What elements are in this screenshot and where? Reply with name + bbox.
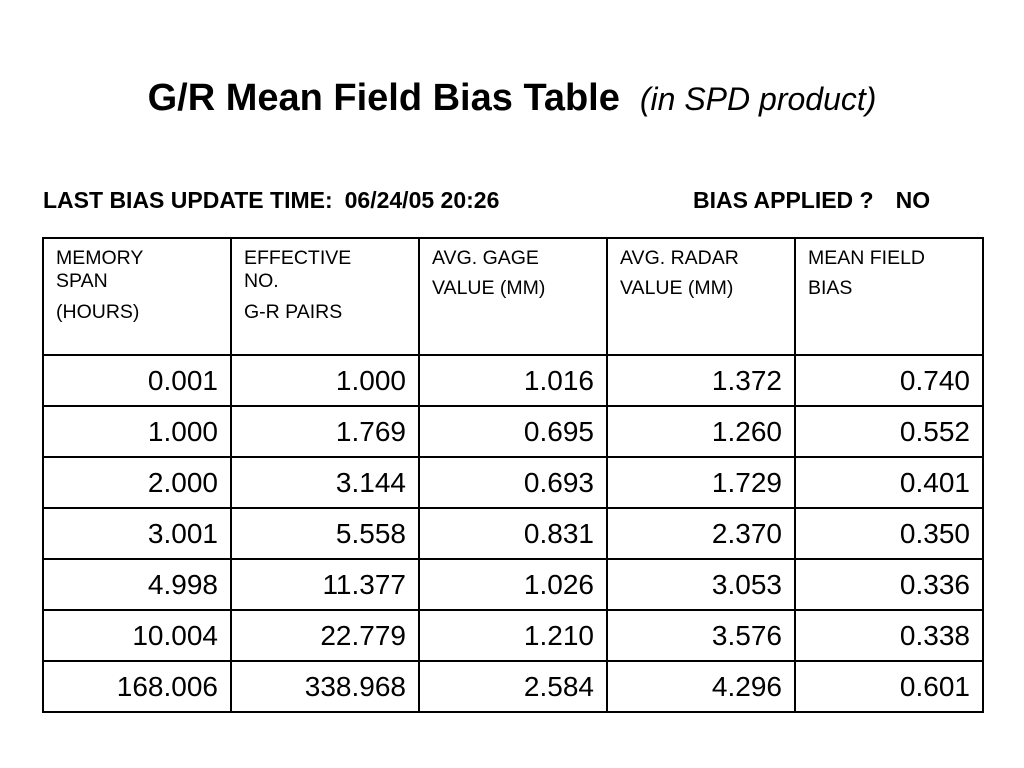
table-cell: 1.000 xyxy=(230,354,420,407)
table-cell: 5.558 xyxy=(230,507,420,560)
table-row: 10.004 22.779 1.210 3.576 0.338 xyxy=(42,609,984,662)
table-cell: 0.695 xyxy=(418,405,608,458)
table-cell: 1.372 xyxy=(606,354,796,407)
table-cell: 2.370 xyxy=(606,507,796,560)
table-cell: 1.210 xyxy=(418,609,608,662)
table-header-row: MEMORY SPAN (HOURS) EFFECTIVE NO. G-R PA… xyxy=(42,237,984,356)
table-row: 1.000 1.769 0.695 1.260 0.552 xyxy=(42,405,984,458)
table-cell: 1.026 xyxy=(418,558,608,611)
last-bias-update-value: 06/24/05 20:26 xyxy=(344,187,500,213)
table-cell: 1.016 xyxy=(418,354,608,407)
table-cell: 1.000 xyxy=(42,405,232,458)
table-cell: 0.350 xyxy=(794,507,984,560)
header-avg-radar: AVG. RADAR VALUE (MM) xyxy=(606,237,796,356)
table-cell: 4.998 xyxy=(42,558,232,611)
header-line: NO. xyxy=(244,270,279,293)
header-line: EFFECTIVE xyxy=(244,247,352,269)
header-line: BIAS xyxy=(808,277,853,300)
table-cell: 1.260 xyxy=(606,405,796,458)
table-row: 4.998 11.377 1.026 3.053 0.336 xyxy=(42,558,984,611)
table-row: 0.001 1.000 1.016 1.372 0.740 xyxy=(42,354,984,407)
header-avg-gage: AVG. GAGE VALUE (MM) xyxy=(418,237,608,356)
table-cell: 3.001 xyxy=(42,507,232,560)
table-cell: 10.004 xyxy=(42,609,232,662)
table-cell: 22.779 xyxy=(230,609,420,662)
header-effective-pairs: EFFECTIVE NO. G-R PAIRS xyxy=(230,237,420,356)
bias-applied-value: NO xyxy=(895,187,931,213)
bias-applied-line: BIAS APPLIED ? NO xyxy=(693,187,930,215)
header-line: VALUE (MM) xyxy=(432,277,546,300)
header-line: MEMORY xyxy=(56,247,144,269)
table-cell: 1.729 xyxy=(606,456,796,509)
table-row: 168.006 338.968 2.584 4.296 0.601 xyxy=(42,660,984,713)
header-line: SPAN xyxy=(56,270,108,293)
table-cell: 2.000 xyxy=(42,456,232,509)
table-row: 3.001 5.558 0.831 2.370 0.350 xyxy=(42,507,984,560)
table-cell: 0.831 xyxy=(418,507,608,560)
last-bias-update-line: LAST BIAS UPDATE TIME: 06/24/05 20:26 xyxy=(43,187,499,215)
table-cell: 1.769 xyxy=(230,405,420,458)
table-cell: 2.584 xyxy=(418,660,608,713)
header-mean-field-bias: MEAN FIELD BIAS xyxy=(794,237,984,356)
table-cell: 0.336 xyxy=(794,558,984,611)
table-cell: 0.601 xyxy=(794,660,984,713)
table-cell: 0.740 xyxy=(794,354,984,407)
table-cell: 11.377 xyxy=(230,558,420,611)
last-bias-update-label: LAST BIAS UPDATE TIME: xyxy=(43,187,333,213)
header-line: G-R PAIRS xyxy=(244,300,343,323)
table-cell: 0.552 xyxy=(794,405,984,458)
header-line: AVG. GAGE xyxy=(432,247,539,269)
bias-table: MEMORY SPAN (HOURS) EFFECTIVE NO. G-R PA… xyxy=(42,237,984,713)
table-cell: 0.001 xyxy=(42,354,232,407)
header-line: AVG. RADAR xyxy=(620,247,739,269)
header-memory-span: MEMORY SPAN (HOURS) xyxy=(42,237,232,356)
header-line: MEAN FIELD xyxy=(808,247,926,269)
table-cell: 3.576 xyxy=(606,609,796,662)
bias-applied-label: BIAS APPLIED ? xyxy=(693,187,874,213)
table-row: 2.000 3.144 0.693 1.729 0.401 xyxy=(42,456,984,509)
table-cell: 168.006 xyxy=(42,660,232,713)
page-title: G/R Mean Field Bias Table (in SPD product… xyxy=(0,77,1024,120)
title-subtitle: (in SPD product) xyxy=(639,81,877,117)
table-cell: 0.693 xyxy=(418,456,608,509)
table-cell: 3.144 xyxy=(230,456,420,509)
table-cell: 3.053 xyxy=(606,558,796,611)
table-cell: 4.296 xyxy=(606,660,796,713)
header-line: (HOURS) xyxy=(56,300,140,323)
table-cell: 338.968 xyxy=(230,660,420,713)
table-cell: 0.338 xyxy=(794,609,984,662)
title-main: G/R Mean Field Bias Table xyxy=(147,77,620,119)
table-cell: 0.401 xyxy=(794,456,984,509)
header-line: VALUE (MM) xyxy=(620,277,734,300)
